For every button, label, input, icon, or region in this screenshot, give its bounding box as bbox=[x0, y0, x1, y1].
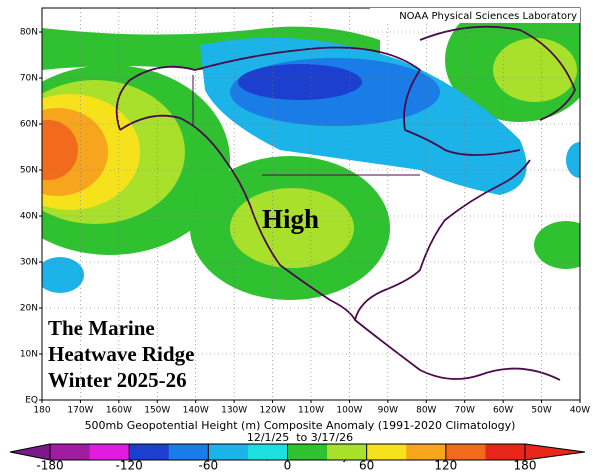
colorbar-label: 60 bbox=[359, 459, 374, 473]
lon-label: 50W bbox=[531, 406, 551, 416]
lon-label: 40W bbox=[570, 406, 590, 416]
colorbar-label: 120 bbox=[434, 459, 457, 473]
caption-line: The Marine bbox=[48, 316, 155, 340]
anomaly-field bbox=[42, 8, 580, 381]
lon-label: 80W bbox=[416, 406, 436, 416]
colorbar-segment bbox=[485, 444, 526, 460]
colorbar-segment bbox=[50, 444, 91, 460]
colorbar-label: -180 bbox=[36, 459, 63, 473]
footer-title: 500mb Geopotential Height (m) Composite … bbox=[85, 419, 516, 432]
credit: NOAA Physical Sciences Laboratory bbox=[399, 11, 577, 22]
colorbar-segment bbox=[406, 444, 447, 460]
credit-box bbox=[370, 8, 580, 23]
colorbar-label: -60 bbox=[199, 459, 219, 473]
lon-label: 170W bbox=[67, 406, 93, 416]
lon-label: 150W bbox=[144, 406, 170, 416]
colorbar-segment bbox=[366, 444, 407, 460]
lon-label: 110W bbox=[298, 406, 324, 416]
colorbar-segment bbox=[89, 444, 130, 460]
lat-label: EQ bbox=[25, 396, 38, 406]
lon-label: 100W bbox=[336, 406, 362, 416]
colorbar-label: 0 bbox=[284, 459, 292, 473]
lat-label: 60N bbox=[20, 120, 38, 130]
colorbar: -180 -120 -60 0 60 120 180 bbox=[9, 443, 586, 473]
lon-label: 140W bbox=[183, 406, 209, 416]
lon-label: 90W bbox=[378, 406, 398, 416]
lat-label: 80N bbox=[20, 28, 38, 38]
colorbar-segment bbox=[287, 444, 328, 460]
lon-label: 70W bbox=[455, 406, 475, 416]
colorbar-segment bbox=[445, 444, 486, 460]
plot-frame bbox=[41, 7, 581, 401]
lat-label: 30N bbox=[20, 258, 38, 268]
lat-label: 50N bbox=[20, 166, 38, 176]
lat-label: 20N bbox=[20, 304, 38, 314]
graticule: EQ 10N 20N 30N 40N 50N 60N 70N 80N 180 170W 160W 150… bbox=[20, 8, 590, 416]
colorbar-segment bbox=[168, 444, 209, 460]
lon-label: 130W bbox=[221, 406, 247, 416]
colorbar-label: 180 bbox=[514, 459, 537, 473]
lon-label: 120W bbox=[260, 406, 286, 416]
lat-label: 10N bbox=[20, 350, 38, 360]
lon-label: 180 bbox=[33, 406, 50, 416]
footer-dates: 12/1/25 to 3/17/26 bbox=[247, 431, 353, 444]
colorbar-segment bbox=[208, 444, 249, 460]
caption-line: Heatwave Ridge bbox=[48, 342, 194, 366]
colorbar-label: -120 bbox=[116, 459, 143, 473]
colorbar-segment bbox=[129, 444, 170, 460]
lon-label: 60W bbox=[493, 406, 513, 416]
lat-label: 70N bbox=[20, 74, 38, 84]
lon-label: 160W bbox=[106, 406, 132, 416]
high-label: High bbox=[262, 204, 319, 234]
colorbar-segment bbox=[247, 444, 288, 460]
caption-line: Winter 2025-26 bbox=[48, 368, 187, 392]
lat-label: 40N bbox=[20, 212, 38, 222]
colorbar-segment bbox=[327, 444, 368, 460]
